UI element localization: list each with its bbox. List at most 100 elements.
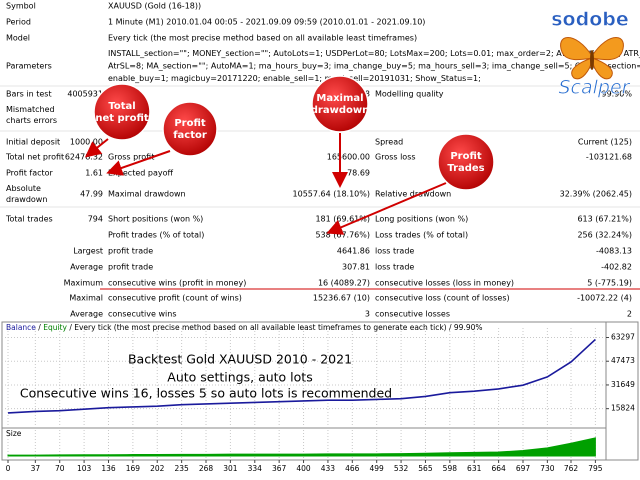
cell-label: charts errors bbox=[6, 116, 57, 125]
cell-value2: 15236.67 (10) bbox=[313, 294, 370, 303]
cell-prefix: Average bbox=[70, 310, 103, 319]
callout-text: Total bbox=[108, 101, 135, 112]
legend: Balance / Equity / Every tick (the most … bbox=[6, 323, 483, 332]
cell-text: AtrSL=8; MA_section=""; AutoMA=1; ma_hou… bbox=[108, 62, 640, 71]
callout-bubble bbox=[93, 83, 151, 141]
cell-prefix: Largest bbox=[73, 247, 103, 256]
cell-label: Bars in test bbox=[6, 90, 52, 99]
chart-annotation: Backtest Gold XAUUSD 2010 - 2021 bbox=[128, 352, 352, 367]
x-tick-label: 730 bbox=[540, 464, 555, 473]
cell-value3: 5 (-775.19) bbox=[587, 279, 632, 288]
logo-bottom: Scalper bbox=[559, 77, 631, 99]
cell-value2: 538 (67.76%) bbox=[315, 231, 370, 240]
cell-label2: Short positions (won %) bbox=[108, 215, 203, 224]
cell-label2: profit trade bbox=[108, 263, 153, 272]
cell-value3: 613 (67.21%) bbox=[577, 215, 632, 224]
callout-text: factor bbox=[173, 130, 207, 141]
cell-label2: Maximal drawdown bbox=[108, 190, 186, 199]
cell-value3: -10072.22 (4) bbox=[577, 294, 632, 303]
size-area bbox=[7, 437, 596, 457]
cell-label3: Relative drawdown bbox=[375, 190, 451, 199]
cell-label: Parameters bbox=[6, 62, 52, 71]
x-tick-label: 795 bbox=[588, 464, 603, 473]
cell-label: Total trades bbox=[5, 215, 53, 224]
cell-value2: 165600.00 bbox=[327, 153, 370, 162]
legend-item: Balance bbox=[6, 323, 36, 332]
cell-label: Profit factor bbox=[6, 169, 54, 178]
cell-label3: Gross loss bbox=[375, 153, 416, 162]
x-tick-label: 598 bbox=[443, 464, 458, 473]
y-tick-label: 15824 bbox=[611, 404, 635, 413]
callout-text: Profit bbox=[450, 151, 482, 162]
x-tick-label: 0 bbox=[6, 464, 11, 473]
callout-text: Profit bbox=[174, 118, 206, 129]
cell-label3: loss trade bbox=[375, 263, 414, 272]
cell-text: 1 Minute (M1) 2010.01.04 00:05 - 2021.09… bbox=[108, 18, 425, 27]
cell-label: Symbol bbox=[6, 2, 36, 11]
cell-label3: consecutive losses (loss in money) bbox=[375, 279, 514, 288]
cell-label3: loss trade bbox=[375, 247, 414, 256]
x-tick-label: 400 bbox=[296, 464, 311, 473]
x-tick-label: 37 bbox=[31, 464, 41, 473]
cell-value3: 99.90% bbox=[601, 90, 632, 99]
cell-value3: -4083.13 bbox=[596, 247, 632, 256]
x-tick-label: 70 bbox=[55, 464, 65, 473]
cell-value2: 181 (69.61%) bbox=[315, 215, 370, 224]
y-tick-label: 63297 bbox=[611, 333, 635, 342]
chart: 0 37 70 103 136 169 202 235 268 301 334 367 400 433 46… bbox=[1, 321, 639, 473]
cell-value2: 4641.86 bbox=[337, 247, 370, 256]
cell-value3: 2 bbox=[627, 310, 632, 319]
x-tick-label: 499 bbox=[370, 464, 385, 473]
cell-label2: Profit trades (% of total) bbox=[108, 231, 204, 240]
callout-text: drawdown bbox=[311, 105, 369, 116]
callout-text: Maximal bbox=[316, 93, 363, 104]
cell-label2: consecutive profit (count of wins) bbox=[108, 294, 242, 303]
callout-bubble bbox=[311, 75, 369, 133]
cell-label: Initial deposit bbox=[6, 138, 60, 147]
cell-text: INSTALL_section=""; MONEY_section=""; Au… bbox=[108, 49, 640, 58]
cell-value: 4005931 bbox=[67, 90, 103, 99]
logo-top: sodobe bbox=[551, 9, 629, 31]
x-tick-label: 169 bbox=[126, 464, 141, 473]
legend-item: / bbox=[36, 323, 43, 332]
chart-annotation: Consecutive wins 16, losses 5 so auto lo… bbox=[20, 386, 392, 401]
cell-label3: consecutive loss (count of losses) bbox=[375, 294, 510, 303]
cell-label2: consecutive wins bbox=[108, 310, 176, 319]
legend-item: / Every tick (the most precise method ba… bbox=[67, 323, 483, 332]
cell-label3: Spread bbox=[375, 138, 403, 147]
cell-value3: 256 (32.24%) bbox=[577, 231, 632, 240]
callout-arrow bbox=[84, 138, 109, 158]
cell-value: 794 bbox=[88, 215, 103, 224]
callout-bubble bbox=[162, 101, 218, 157]
butterfly-body bbox=[590, 50, 594, 70]
x-tick-label: 565 bbox=[418, 464, 433, 473]
x-tick-label: 631 bbox=[467, 464, 482, 473]
cell-label2: Expected payoff bbox=[108, 169, 173, 178]
x-tick-label: 697 bbox=[516, 464, 531, 473]
x-tick-label: 664 bbox=[491, 464, 506, 473]
callout-arrow bbox=[106, 150, 171, 176]
callout-text: Trades bbox=[447, 163, 484, 174]
cell-label2: consecutive wins (profit in money) bbox=[108, 279, 246, 288]
x-tick-label: 136 bbox=[101, 464, 116, 473]
x-tick-label: 466 bbox=[345, 464, 360, 473]
cell-label: Absolute bbox=[6, 184, 41, 193]
callout-arrow bbox=[326, 182, 447, 235]
cell-value3: Current (125) bbox=[578, 138, 632, 147]
cell-value3: -103121.68 bbox=[586, 153, 632, 162]
cell-label3: consecutive losses bbox=[375, 310, 450, 319]
cell-text: XAUUSD (Gold (16-18)) bbox=[108, 2, 201, 11]
x-tick-label: 367 bbox=[272, 464, 287, 473]
cell-value: 62478.32 bbox=[65, 153, 103, 162]
cell-label: Model bbox=[6, 34, 30, 43]
x-tick-label: 433 bbox=[321, 464, 336, 473]
cell-label3: Long positions (won %) bbox=[375, 215, 468, 224]
y-tick-label: 47473 bbox=[611, 356, 635, 365]
